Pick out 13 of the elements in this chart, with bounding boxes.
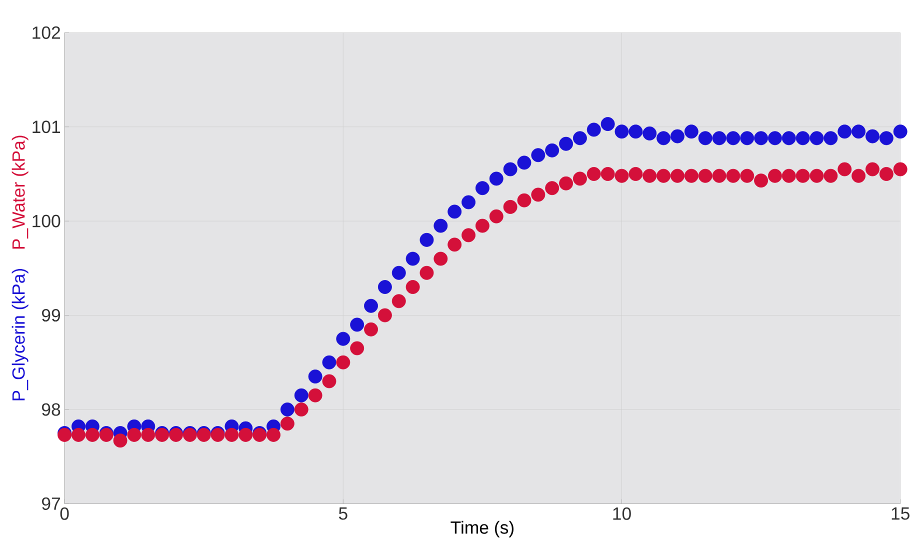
x-tick-label: 10 bbox=[613, 507, 631, 520]
x-axis-title: Time (s) bbox=[450, 520, 514, 538]
y-tick-label: 97 bbox=[42, 497, 60, 510]
x-tick-label: 15 bbox=[892, 507, 910, 520]
x-tick-label: 5 bbox=[338, 507, 348, 520]
y-tick-label: 99 bbox=[42, 308, 60, 322]
text: P_Glycerin (kPa) bbox=[12, 268, 28, 400]
y-tick-label: 101 bbox=[32, 120, 60, 134]
y-tick-label: 98 bbox=[42, 403, 60, 416]
y-tick-label: 100 bbox=[32, 214, 60, 228]
y-tick-label: 102 bbox=[32, 26, 60, 39]
text: P_Water (kPa) bbox=[12, 136, 28, 249]
x-tick-label: 0 bbox=[60, 507, 69, 520]
